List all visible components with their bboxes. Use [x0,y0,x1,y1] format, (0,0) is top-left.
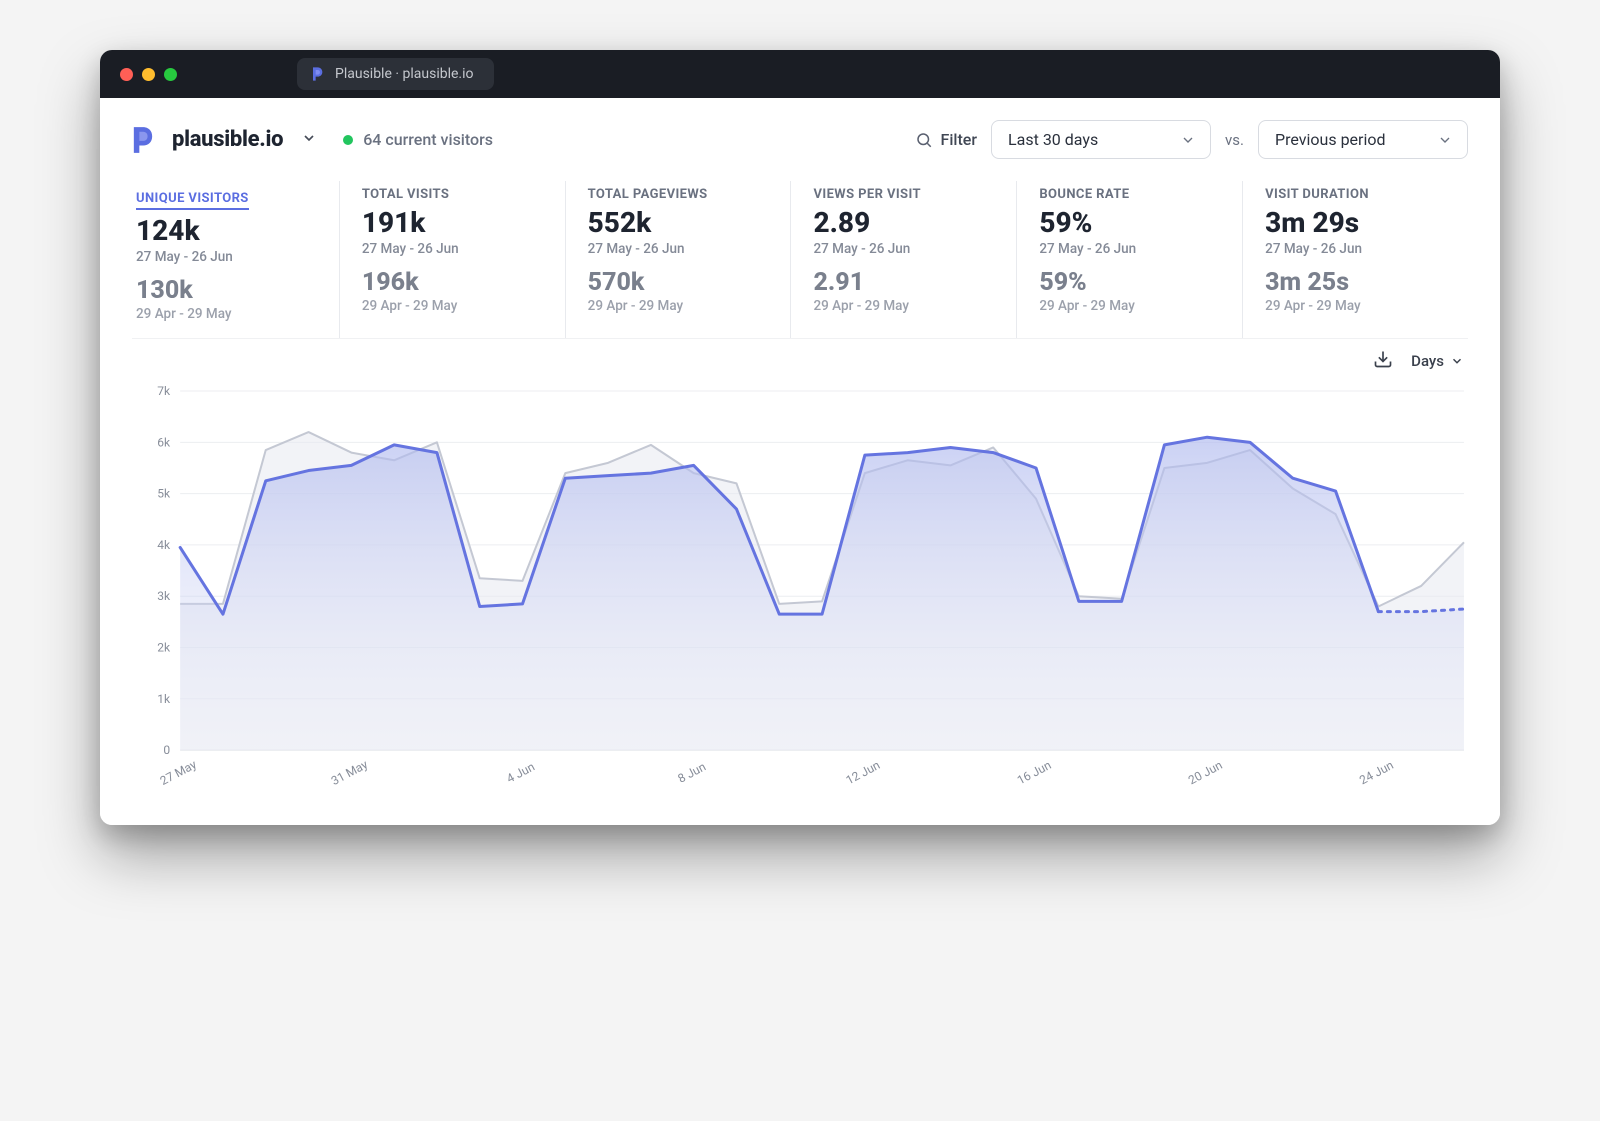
metric-value-previous: 2.91 [813,269,994,297]
maximize-window-button[interactable] [164,68,177,81]
svg-text:24 Jun: 24 Jun [1357,758,1396,787]
metric-label: BOUNCE RATE [1039,187,1220,202]
live-visitors[interactable]: 64 current visitors [343,130,493,149]
metric-value-previous: 570k [588,269,769,297]
compare-period-dropdown[interactable]: Previous period [1258,120,1468,159]
site-name[interactable]: plausible.io [172,127,283,152]
svg-text:4k: 4k [157,538,171,552]
metric-period-previous: 29 Apr - 29 May [362,298,543,314]
plausible-favicon-icon [309,66,325,82]
metric-period-previous: 29 Apr - 29 May [813,298,994,314]
browser-window: Plausible · plausible.io plausible.io 64… [100,50,1500,825]
granularity-dropdown[interactable]: Days [1411,352,1464,370]
close-window-button[interactable] [120,68,133,81]
metric-period-current: 27 May - 26 Jun [588,241,769,257]
metric-value-previous: 196k [362,269,543,297]
metric-value-current: 2.89 [813,208,994,239]
date-range-label: Last 30 days [1008,130,1098,149]
minimize-window-button[interactable] [142,68,155,81]
search-icon [915,131,933,149]
traffic-lights [120,68,177,81]
download-icon [1373,349,1393,369]
metric-period-current: 27 May - 26 Jun [1265,241,1446,257]
svg-text:4 Jun: 4 Jun [504,760,537,786]
filter-button[interactable]: Filter [915,130,978,149]
metric-value-current: 3m 29s [1265,208,1446,239]
vs-label: vs. [1225,131,1244,149]
metric-value-current: 124k [136,216,317,247]
chevron-down-icon [1180,132,1196,148]
metric-period-previous: 29 Apr - 29 May [1265,298,1446,314]
svg-text:1k: 1k [157,692,171,706]
metric-value-previous: 3m 25s [1265,269,1446,297]
date-range-dropdown[interactable]: Last 30 days [991,120,1211,159]
metric-label: TOTAL PAGEVIEWS [588,187,769,202]
granularity-label: Days [1411,352,1444,370]
metric-period-previous: 29 Apr - 29 May [1039,298,1220,314]
chevron-down-icon [1437,132,1453,148]
dashboard-content: plausible.io 64 current visitors Filter … [100,98,1500,825]
chevron-down-icon [1450,354,1464,368]
browser-tab[interactable]: Plausible · plausible.io [297,58,494,90]
metric-card[interactable]: TOTAL VISITS 191k 27 May - 26 Jun 196k29 Ap… [340,181,566,338]
chart-toolbar: Days [132,339,1468,379]
metric-value-previous: 130k [136,277,317,305]
metric-period-current: 27 May - 26 Jun [1039,241,1220,257]
metric-period-previous: 29 Apr - 29 May [136,306,317,322]
metric-period-current: 27 May - 26 Jun [136,249,317,265]
metric-period-current: 27 May - 26 Jun [362,241,543,257]
metric-period-previous: 29 Apr - 29 May [588,298,769,314]
plausible-logo-icon [132,126,154,154]
svg-text:5k: 5k [157,487,171,501]
metric-label: VIEWS PER VISIT [813,187,994,202]
live-visitors-text: 64 current visitors [363,130,493,149]
metrics-row: UNIQUE VISITORS124k27 May - 26 Jun130k29… [132,181,1468,339]
svg-text:20 Jun: 20 Jun [1186,758,1225,787]
filter-label: Filter [941,130,978,149]
metric-card[interactable]: UNIQUE VISITORS 124k 27 May - 26 Jun 130k29… [132,181,340,338]
svg-text:16 Jun: 16 Jun [1015,758,1054,787]
topbar: plausible.io 64 current visitors Filter … [132,120,1468,159]
svg-text:31 May: 31 May [329,757,370,788]
svg-text:3k: 3k [157,590,171,604]
svg-text:12 Jun: 12 Jun [844,758,883,787]
live-dot-icon [343,135,353,145]
metric-value-current: 552k [588,208,769,239]
metric-card[interactable]: VISIT DURATION 3m 29s 27 May - 26 Jun 3m 25… [1243,181,1468,338]
visitors-chart: 0 1k 2k 3k 4k 5k 6k 7k 27 May 31 May 4 Jun 8 Jun 12 … [132,379,1468,800]
svg-text:6k: 6k [157,436,171,450]
site-switcher-chevron-icon[interactable] [301,130,317,150]
compare-period-label: Previous period [1275,130,1386,149]
tab-title: Plausible · plausible.io [335,66,474,82]
metric-label: UNIQUE VISITORS [136,191,249,210]
chart-svg: 0 1k 2k 3k 4k 5k 6k 7k 27 May 31 May 4 Jun 8 Jun 12 … [132,379,1468,800]
metric-card[interactable]: BOUNCE RATE59%27 May - 26 Jun59%29 Apr -… [1017,181,1243,338]
metric-label: TOTAL VISITS [362,187,543,202]
svg-text:27 May: 27 May [158,757,199,788]
metric-value-current: 191k [362,208,543,239]
metric-card[interactable]: TOTAL PAGEVIEWS 552k 27 May - 26 Jun 570k29… [566,181,792,338]
topbar-controls: Filter Last 30 days vs. Previous period [915,120,1469,159]
svg-text:7k: 7k [157,384,171,398]
titlebar: Plausible · plausible.io [100,50,1500,98]
metric-value-previous: 59% [1039,269,1220,297]
metric-period-current: 27 May - 26 Jun [813,241,994,257]
metric-value-current: 59% [1039,208,1220,239]
download-button[interactable] [1373,349,1393,373]
svg-text:0: 0 [163,743,170,757]
metric-card[interactable]: VIEWS PER VISIT 2.89 27 May - 26 Jun 2.9129… [791,181,1017,338]
svg-text:8 Jun: 8 Jun [675,760,708,786]
svg-text:2k: 2k [157,641,171,655]
metric-label: VISIT DURATION [1265,187,1446,202]
